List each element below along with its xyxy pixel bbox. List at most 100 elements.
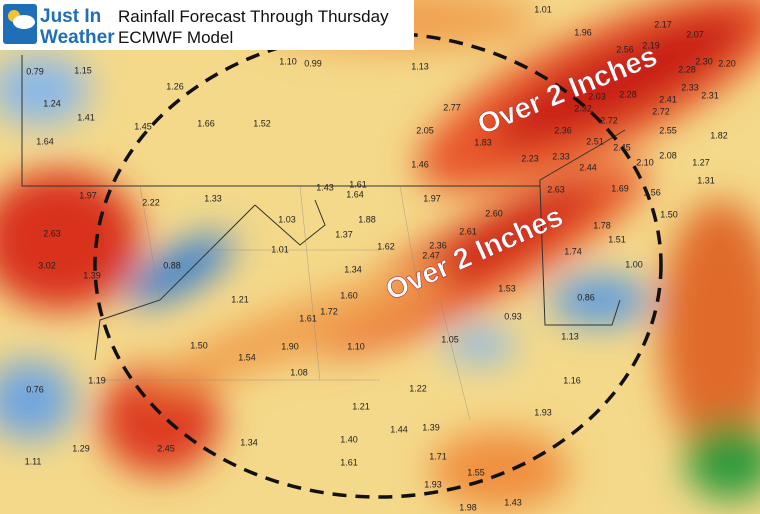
rain-value: 2.19 — [642, 40, 660, 50]
rain-value: 2.08 — [659, 150, 677, 160]
logo-cloud — [13, 15, 35, 29]
rain-value: 1.53 — [498, 283, 516, 293]
rain-value: 0.79 — [26, 66, 44, 76]
rain-value: 2.03 — [588, 91, 606, 101]
rain-value: 1.26 — [166, 81, 184, 91]
rain-value: 1.96 — [574, 27, 592, 37]
rain-value: 2.07 — [686, 29, 704, 39]
rain-value: 1.50 — [190, 340, 208, 350]
rain-value: 1.16 — [563, 375, 581, 385]
rain-value: 1.88 — [358, 214, 376, 224]
rain-value: 1.52 — [253, 118, 271, 128]
rain-value: 2.47 — [422, 250, 440, 260]
rain-value: 2.36 — [554, 125, 572, 135]
rain-value: 1.27 — [692, 157, 710, 167]
rain-value: 2.63 — [547, 184, 565, 194]
rain-value: 3.02 — [38, 260, 56, 270]
rain-value: 1.93 — [424, 479, 442, 489]
rain-value: 2.44 — [579, 162, 597, 172]
rain-value: 1.13 — [561, 331, 579, 341]
rain-value: 2.56 — [616, 44, 634, 54]
rain-value: 1.55 — [467, 467, 485, 477]
focus-circle — [93, 31, 663, 499]
rain-value: 2.72 — [652, 106, 670, 116]
rain-value: 1.19 — [88, 375, 106, 385]
rain-value: 1.64 — [36, 136, 54, 146]
rain-value: 0.88 — [163, 260, 181, 270]
rain-value: 1.39 — [422, 422, 440, 432]
rain-value: 2.55 — [659, 125, 677, 135]
rain-value: 1.05 — [441, 334, 459, 344]
rain-value: 2.17 — [654, 19, 672, 29]
rain-value: 2.28 — [619, 89, 637, 99]
rain-value: 1.29 — [72, 443, 90, 453]
rain-value: 1.71 — [429, 451, 447, 461]
rain-value: 1.60 — [340, 290, 358, 300]
rain-value: 2.51 — [586, 136, 604, 146]
rain-value: 1.33 — [204, 193, 222, 203]
rain-value: 1.08 — [290, 367, 308, 377]
rain-value: 0.93 — [504, 311, 522, 321]
rain-value: 2.33 — [681, 82, 699, 92]
rain-value: 2.41 — [659, 94, 677, 104]
rain-value: 2.45 — [613, 142, 631, 152]
rain-value: 1.51 — [608, 234, 626, 244]
rain-value: 1.61 — [299, 313, 317, 323]
rain-value: 2.72 — [600, 115, 618, 125]
rain-value: 1.98 — [459, 502, 477, 512]
rain-value: 1.62 — [377, 241, 395, 251]
rain-value: 1.56 — [643, 187, 661, 197]
rain-value: 1.43 — [316, 182, 334, 192]
rain-value: 0.99 — [304, 58, 322, 68]
rain-value: 1.69 — [611, 183, 629, 193]
rain-value: 1.24 — [43, 98, 61, 108]
rain-value: 1.93 — [534, 407, 552, 417]
rain-value: 1.01 — [271, 244, 289, 254]
rain-value: 1.50 — [660, 209, 678, 219]
rain-value: 1.11 — [25, 456, 42, 466]
rain-value: 1.45 — [134, 121, 152, 131]
rain-value: 2.60 — [485, 208, 503, 218]
rain-value: 1.39 — [83, 270, 101, 280]
rain-value: 1.31 — [697, 175, 715, 185]
rain-value: 2.05 — [416, 125, 434, 135]
rain-value: 1.44 — [390, 424, 408, 434]
rain-value: 2.63 — [43, 228, 61, 238]
header-box — [0, 0, 414, 50]
rain-value: 2.28 — [678, 64, 696, 74]
county-lines — [100, 185, 471, 421]
rain-value: 0.76 — [26, 384, 44, 394]
rain-value: 1.74 — [564, 246, 582, 256]
rain-value: 1.41 — [77, 112, 95, 122]
rain-value: 2.20 — [718, 58, 736, 68]
rain-value: 1.82 — [710, 130, 728, 140]
rain-value: 1.34 — [344, 264, 362, 274]
rain-value: 1.78 — [593, 220, 611, 230]
rain-value: 1.10 — [347, 341, 365, 351]
rain-value: 1.54 — [238, 352, 256, 362]
rain-value: 1.61 — [340, 457, 358, 467]
rain-value: 1.97 — [423, 193, 441, 203]
borders — [21, 55, 626, 361]
rain-value: 1.43 — [504, 497, 522, 507]
rain-value: 2.10 — [636, 157, 654, 167]
rain-value: 1.34 — [240, 437, 258, 447]
rain-value: 2.45 — [157, 443, 175, 453]
rain-value: 1.72 — [320, 306, 338, 316]
rain-value: 2.77 — [443, 102, 461, 112]
rain-value: 1.01 — [534, 4, 552, 14]
rain-value: 0.86 — [577, 292, 595, 302]
rain-value: 1.40 — [340, 434, 358, 444]
rain-value: 1.21 — [352, 401, 370, 411]
value-labels: 1.011.962.172.072.56 2.192.282.30 2.200.79… — [25, 4, 736, 512]
rain-value: 2.61 — [459, 226, 477, 236]
rain-value: 1.90 — [281, 341, 299, 351]
rain-value: 2.33 — [552, 151, 570, 161]
rain-value: 1.64 — [346, 189, 364, 199]
subtitle: ECMWF Model — [118, 28, 233, 47]
rain-value: 2.36 — [429, 240, 447, 250]
rain-value: 1.10 — [279, 56, 297, 66]
rain-value: 2.23 — [521, 153, 539, 163]
